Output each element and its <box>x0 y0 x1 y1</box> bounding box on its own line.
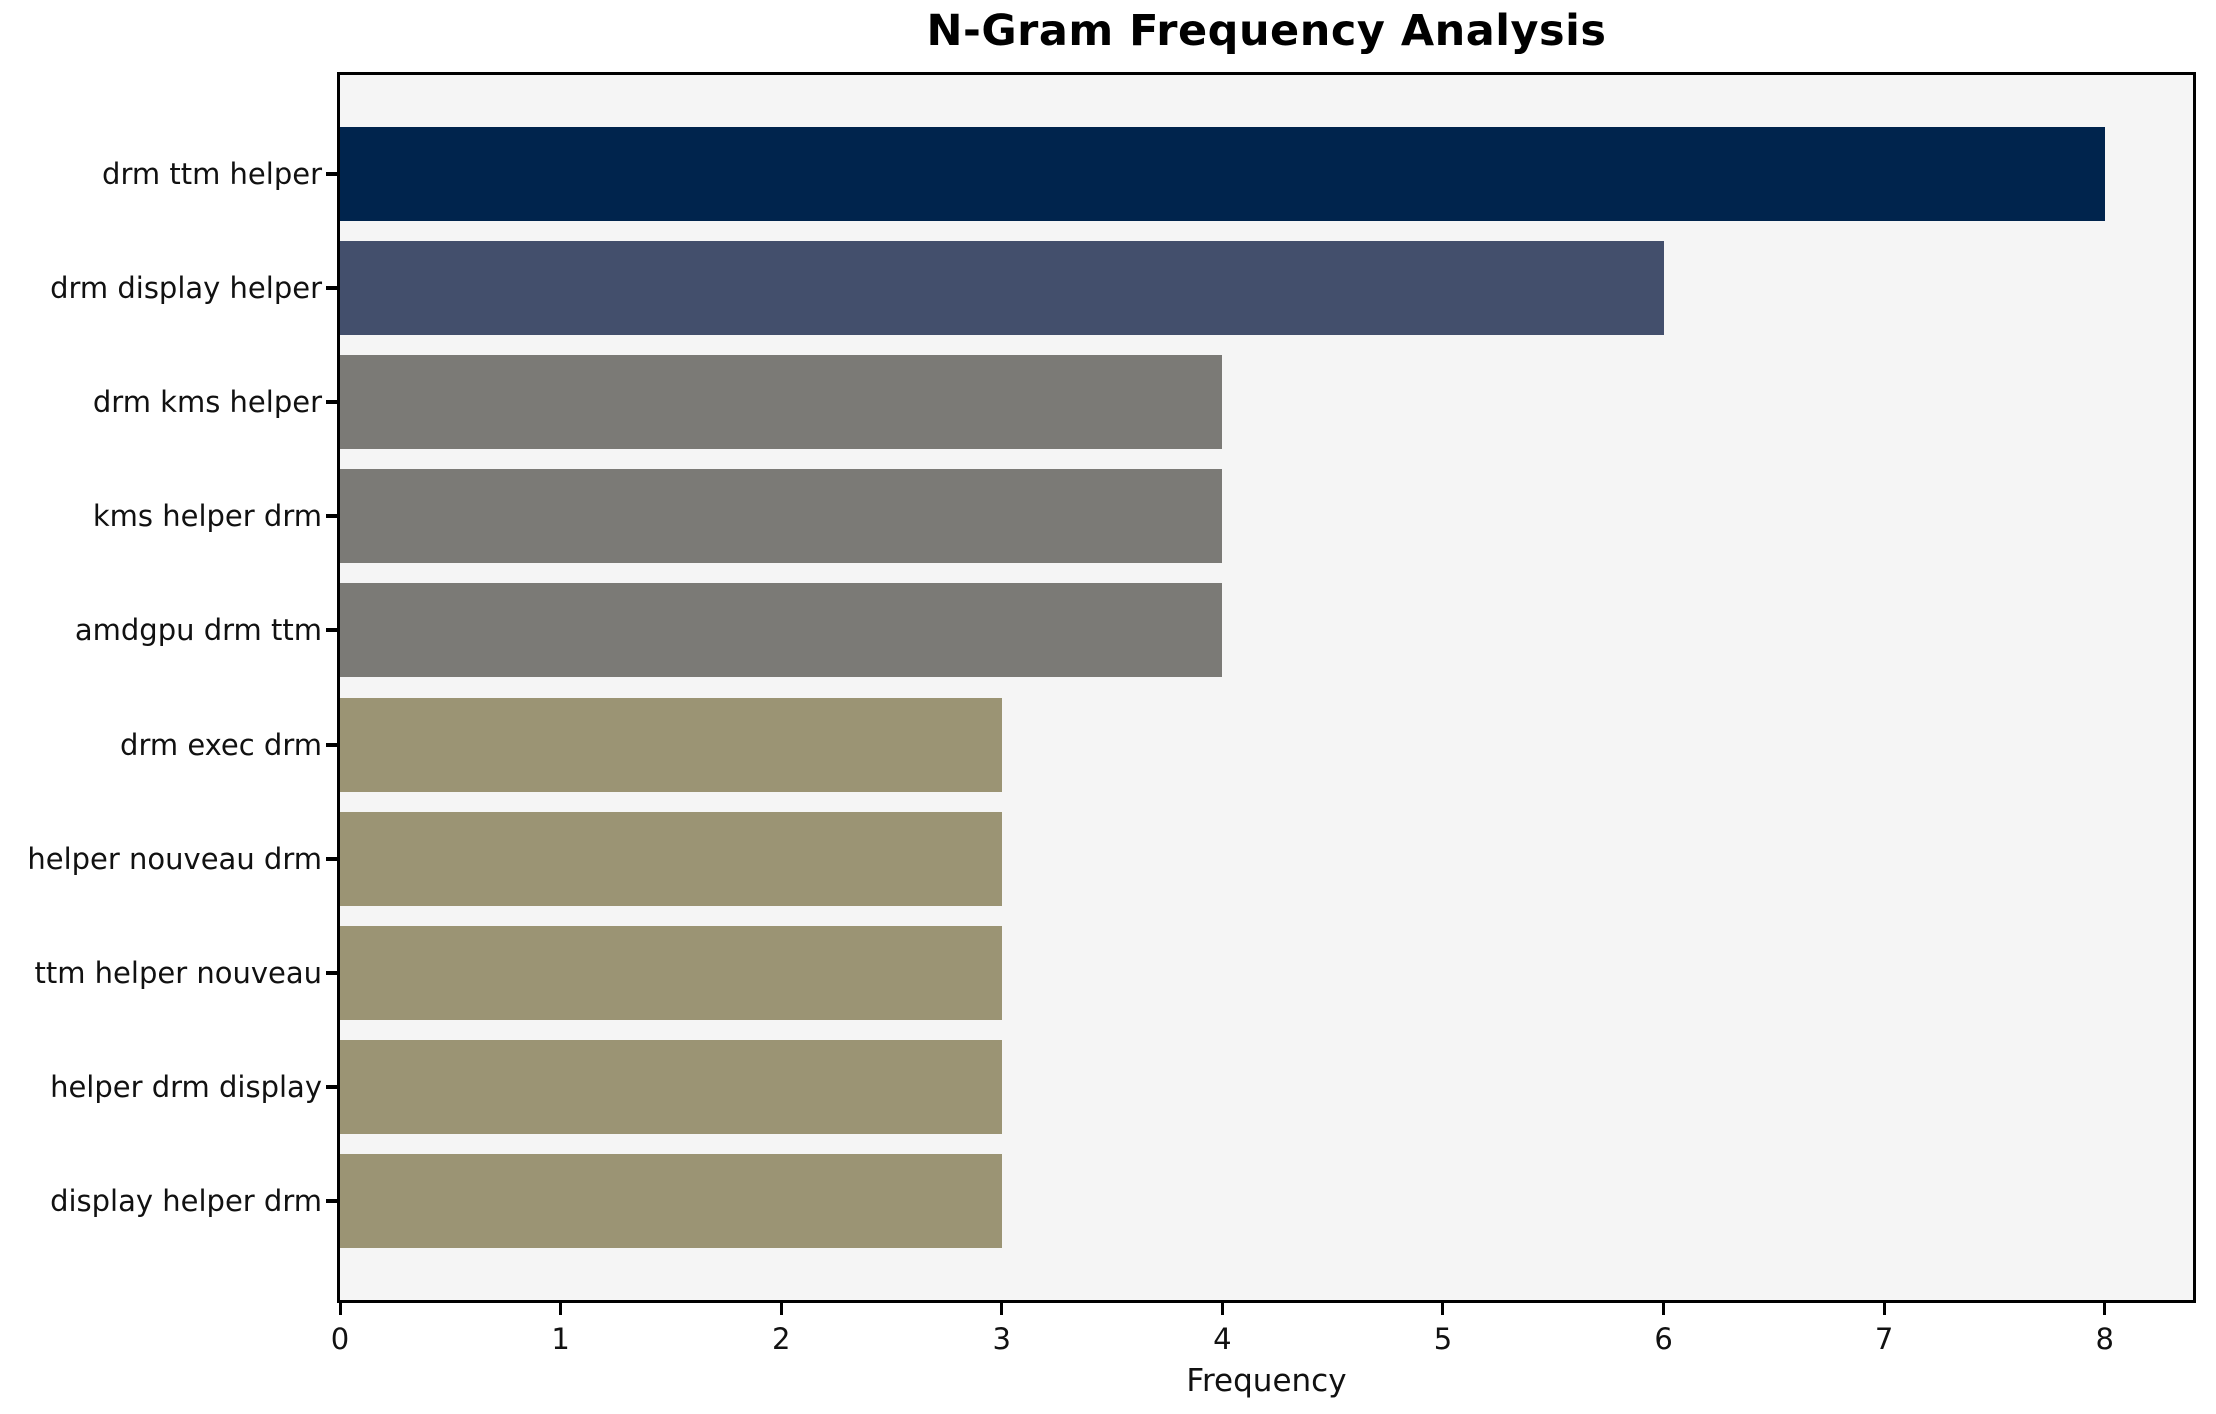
x-axis-tick-mark <box>1662 1303 1666 1315</box>
x-axis-tick-label: 2 <box>771 1322 791 1356</box>
bar-amdgpu-drm-ttm <box>340 583 1223 678</box>
y-axis-tick-label: ttm helper nouveau <box>34 955 322 990</box>
y-axis-tick-label: kms helper drm <box>92 499 322 534</box>
bar-drm-display-helper <box>340 241 1664 336</box>
y-axis-tick-mark <box>326 514 337 519</box>
y-axis-tick-mark <box>326 400 337 405</box>
y-axis-tick-mark <box>326 1084 337 1089</box>
y-axis-tick-mark <box>326 628 337 633</box>
y-axis-tick-label: helper nouveau drm <box>27 841 322 876</box>
plot-area <box>337 72 2196 1303</box>
bar-kms-helper-drm <box>340 469 1223 564</box>
x-axis-tick-mark <box>559 1303 563 1315</box>
bar-display-helper-drm <box>340 1153 1002 1248</box>
bar-helper-nouveau-drm <box>340 811 1002 906</box>
x-axis-tick-label: 0 <box>330 1322 350 1356</box>
x-axis-tick-label: 5 <box>1433 1322 1453 1356</box>
y-axis-tick-label: drm kms helper <box>92 385 322 420</box>
y-axis-tick-label: drm exec drm <box>120 727 322 762</box>
bar-helper-drm-display <box>340 1039 1002 1134</box>
x-axis-tick-mark <box>1441 1303 1445 1315</box>
x-axis-tick-label: 1 <box>551 1322 570 1356</box>
x-axis-tick-label: 3 <box>992 1322 1011 1356</box>
x-axis-tick-mark <box>1000 1303 1004 1315</box>
y-axis-tick-label: drm ttm helper <box>102 157 322 192</box>
x-axis-tick-mark <box>2103 1303 2107 1315</box>
chart-title: N-Gram Frequency Analysis <box>926 6 1607 56</box>
x-axis-tick-label: 6 <box>1654 1322 1673 1356</box>
y-axis-tick-mark <box>326 1198 337 1203</box>
x-axis-tick-mark <box>779 1303 783 1315</box>
x-axis-tick-mark <box>1882 1303 1886 1315</box>
bar-drm-kms-helper <box>340 355 1223 450</box>
bar-ttm-helper-nouveau <box>340 925 1002 1020</box>
x-axis-tick-label: 8 <box>2095 1322 2114 1356</box>
bar-drm-ttm-helper <box>340 127 2105 222</box>
y-axis-tick-mark <box>326 970 337 975</box>
y-axis-tick-mark <box>326 172 337 177</box>
y-axis-tick-label: drm display helper <box>50 271 322 306</box>
y-axis-tick-mark <box>326 286 337 291</box>
x-axis-tick-label: 4 <box>1213 1322 1232 1356</box>
x-axis-tick-label: 7 <box>1874 1322 1894 1356</box>
x-axis-tick-mark <box>1220 1303 1224 1315</box>
x-axis-label: Frequency <box>1186 1363 1347 1399</box>
y-axis-tick-label: display helper drm <box>50 1183 322 1218</box>
y-axis-tick-mark <box>326 856 337 861</box>
y-axis-tick-label: helper drm display <box>50 1069 322 1104</box>
y-axis-tick-mark <box>326 742 337 747</box>
bar-drm-exec-drm <box>340 697 1002 792</box>
y-axis-tick-label: amdgpu drm ttm <box>74 613 322 648</box>
x-axis-tick-mark <box>338 1303 342 1315</box>
